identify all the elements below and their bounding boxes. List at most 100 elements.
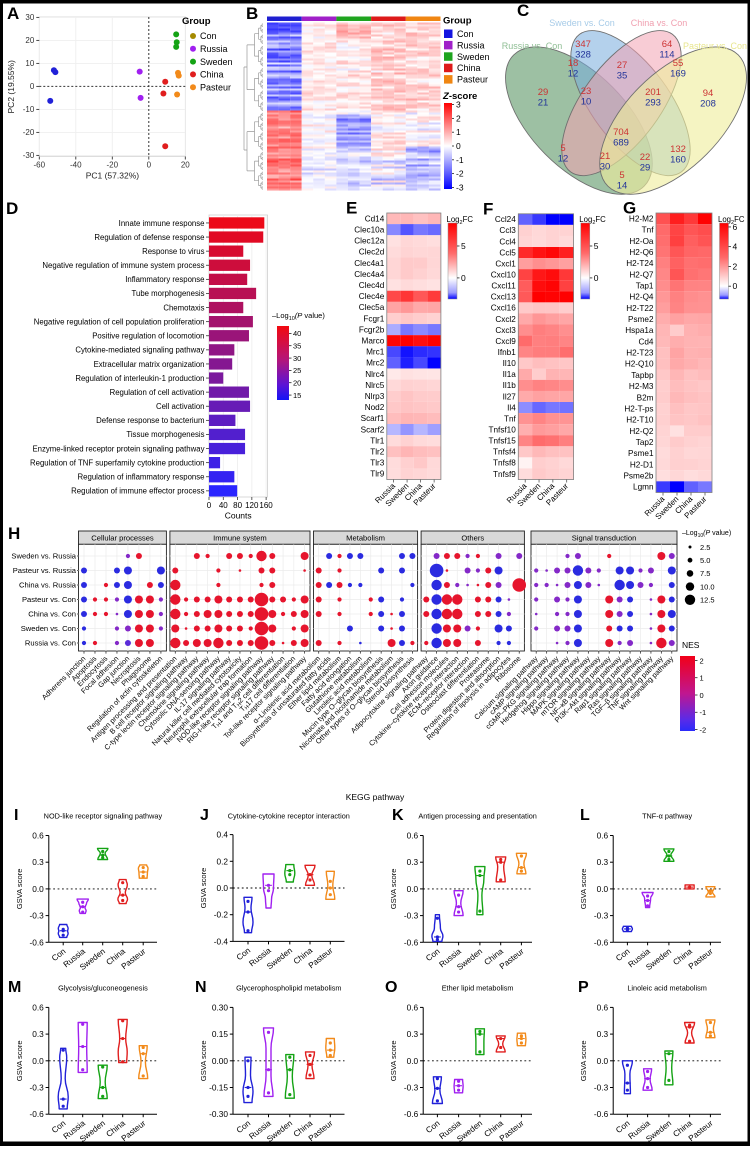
- svg-text:Il4: Il4: [507, 403, 516, 412]
- svg-text:-3: -3: [456, 183, 464, 193]
- svg-text:H: H: [8, 524, 20, 543]
- svg-text:Clec12a: Clec12a: [354, 237, 384, 246]
- svg-text:H2-M2: H2-M2: [629, 214, 654, 223]
- svg-text:PC2 (19.55%): PC2 (19.55%): [6, 60, 16, 114]
- svg-text:China vs. Con: China vs. Con: [28, 610, 76, 619]
- svg-text:0.30: 0.30: [212, 1002, 229, 1012]
- svg-text:O: O: [385, 979, 397, 996]
- svg-text:Negative regulation of immune: Negative regulation of immune system pro…: [42, 261, 204, 270]
- svg-text:-0.2: -0.2: [214, 910, 229, 920]
- svg-text:Tnfsf8: Tnfsf8: [493, 459, 516, 468]
- svg-text:Glycerophospholipid metabolism: Glycerophospholipid metabolism: [236, 984, 341, 993]
- svg-text:23: 23: [581, 86, 592, 97]
- svg-text:-0.30: -0.30: [209, 1109, 228, 1119]
- svg-text:I: I: [14, 807, 18, 824]
- svg-text:0.3: 0.3: [32, 1029, 44, 1039]
- svg-text:704: 704: [613, 127, 629, 138]
- svg-text:-0.6: -0.6: [404, 937, 419, 947]
- svg-text:-2: -2: [700, 725, 707, 734]
- svg-text:P: P: [578, 979, 589, 996]
- svg-text:-20: -20: [23, 128, 35, 137]
- svg-text:1: 1: [700, 674, 704, 683]
- svg-text:132: 132: [670, 144, 686, 155]
- svg-text:0: 0: [594, 273, 599, 283]
- svg-text:14: 14: [617, 181, 628, 192]
- svg-text:0.0: 0.0: [32, 1056, 44, 1066]
- svg-text:Cd4: Cd4: [638, 337, 653, 346]
- svg-text:18: 18: [568, 58, 579, 69]
- svg-text:10: 10: [25, 59, 34, 68]
- svg-text:0.0: 0.0: [407, 1056, 419, 1066]
- svg-text:B2m: B2m: [637, 393, 654, 402]
- svg-text:80: 80: [233, 501, 242, 510]
- svg-text:5: 5: [461, 241, 466, 251]
- svg-text:Regulation of interleukin-1 pr: Regulation of interleukin-1 production: [75, 374, 204, 383]
- svg-text:Marco: Marco: [362, 337, 385, 346]
- svg-text:Ccl3: Ccl3: [499, 226, 516, 235]
- svg-text:Cytokine-cytokine receptor int: Cytokine-cytokine receptor interaction: [228, 812, 350, 821]
- svg-text:Regulation of defense response: Regulation of defense response: [94, 233, 204, 242]
- svg-text:H2-T10: H2-T10: [626, 416, 654, 425]
- svg-text:Others: Others: [461, 534, 484, 543]
- svg-text:-0.3: -0.3: [30, 911, 45, 921]
- svg-text:-0.6: -0.6: [30, 1109, 45, 1119]
- svg-text:Nod2: Nod2: [365, 403, 385, 412]
- svg-text:0.3: 0.3: [32, 857, 44, 867]
- svg-text:A: A: [7, 4, 19, 23]
- svg-text:F: F: [483, 199, 493, 218]
- svg-text:Group: Group: [443, 16, 472, 27]
- svg-text:5: 5: [560, 143, 565, 154]
- svg-text:0.6: 0.6: [407, 831, 419, 841]
- svg-text:Sweden: Sweden: [457, 52, 490, 62]
- svg-text:-0.6: -0.6: [594, 1109, 609, 1119]
- svg-text:120: 120: [245, 501, 259, 510]
- svg-text:Pasteur: Pasteur: [457, 75, 488, 85]
- svg-text:Metabolism: Metabolism: [346, 534, 385, 543]
- svg-text:Ccl4: Ccl4: [499, 237, 516, 246]
- svg-text:0: 0: [700, 691, 704, 700]
- svg-text:-0.15: -0.15: [209, 1083, 228, 1093]
- svg-text:N: N: [195, 979, 207, 996]
- svg-text:0.6: 0.6: [597, 1002, 609, 1012]
- svg-text:Nlrc5: Nlrc5: [365, 381, 385, 390]
- svg-text:208: 208: [700, 99, 716, 110]
- svg-text:Group: Group: [182, 16, 211, 27]
- svg-text:2: 2: [456, 113, 461, 123]
- svg-text:GSVA score: GSVA score: [579, 868, 588, 909]
- svg-text:E: E: [346, 199, 357, 218]
- svg-text:C: C: [517, 1, 529, 20]
- svg-text:Mrc1: Mrc1: [366, 348, 385, 357]
- svg-text:689: 689: [613, 138, 629, 149]
- svg-text:0.3: 0.3: [597, 1029, 609, 1039]
- svg-text:0.6: 0.6: [407, 1002, 419, 1012]
- svg-text:Clec2d: Clec2d: [359, 248, 385, 257]
- svg-text:Clec4d: Clec4d: [359, 281, 385, 290]
- svg-text:2.5: 2.5: [700, 543, 710, 552]
- svg-text:GSVA score: GSVA score: [389, 1040, 398, 1081]
- svg-text:Cxcl11: Cxcl11: [491, 282, 516, 291]
- svg-text:5: 5: [619, 170, 624, 181]
- svg-text:4: 4: [733, 242, 738, 252]
- svg-text:Ether lipid metabolism: Ether lipid metabolism: [442, 984, 514, 993]
- svg-text:Fcgr1: Fcgr1: [363, 314, 384, 323]
- svg-text:H2-T23: H2-T23: [626, 349, 654, 358]
- svg-text:Tap1: Tap1: [636, 282, 654, 291]
- svg-text:Cytokine-mediated signaling pa: Cytokine-mediated signaling pathway: [75, 346, 204, 355]
- svg-text:Russia: Russia: [457, 40, 485, 50]
- svg-text:Pasteur vs. Con: Pasteur vs. Con: [683, 41, 747, 51]
- svg-text:-0.4: -0.4: [214, 936, 229, 946]
- svg-text:Tlr2: Tlr2: [370, 448, 385, 457]
- svg-text:Clec4a1: Clec4a1: [354, 259, 384, 268]
- svg-text:30: 30: [293, 354, 301, 363]
- svg-text:160: 160: [259, 501, 273, 510]
- svg-text:NES: NES: [682, 640, 700, 650]
- svg-text:30: 30: [25, 13, 34, 22]
- svg-text:H2-T22: H2-T22: [626, 304, 654, 313]
- svg-text:GSVA score: GSVA score: [389, 868, 398, 909]
- svg-text:Nlrc4: Nlrc4: [365, 370, 385, 379]
- svg-text:Signal transduction: Signal transduction: [572, 534, 637, 543]
- svg-text:Psme2: Psme2: [628, 315, 654, 324]
- svg-text:0.3: 0.3: [597, 857, 609, 867]
- svg-text:Russia vs. Con: Russia vs. Con: [502, 41, 563, 51]
- svg-text:15: 15: [293, 391, 301, 400]
